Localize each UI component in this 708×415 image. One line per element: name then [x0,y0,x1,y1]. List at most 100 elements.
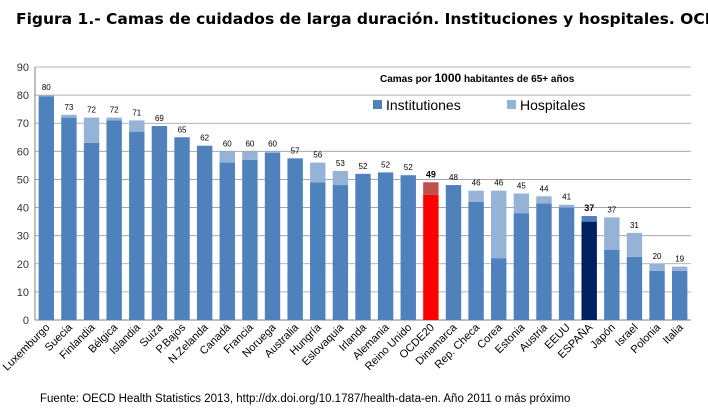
bar-instituciones-islandia [129,131,145,320]
legend-label-instituciones: Institutiones [386,97,461,113]
value-label-n-zelanda: 62 [200,134,209,143]
bar-instituciones-hungr-a [310,182,326,320]
bar-instituciones-rep-checa [468,201,484,320]
value-label-jap-n: 37 [607,205,616,214]
bar-instituciones-canad- [219,162,235,320]
value-label-ocde20: 49 [426,169,436,179]
bar-instituciones-dinamarca [445,185,462,320]
value-label-noruega: 60 [268,139,277,148]
value-label-estonia: 45 [517,182,526,191]
bar-instituciones-luxemburgo [38,96,55,321]
bar-hospitales-corea [491,190,507,259]
y-tick-label: 20 [17,259,29,271]
bar-instituciones-alemania [377,172,394,320]
bar-hospitales-eeuu [558,204,575,208]
bar-hospitales-eslovaquia [332,171,349,186]
subtitle-prefix: Camas por [380,74,434,85]
bar-instituciones-italia [671,270,688,320]
bar-instituciones-irlanda [355,173,371,320]
x-tick-label-jap-n: Japón [588,322,618,352]
value-label-canad-: 60 [223,139,232,148]
bar-instituciones-jap-n [604,249,620,320]
chart-title: Figura 1.- Camas de cuidados de larga du… [16,10,708,28]
bar-instituciones-ocde20 [423,194,439,320]
value-label-luxemburgo: 80 [42,83,51,92]
value-label-islandia: 71 [132,108,141,117]
bar-instituciones-eslovaquia [332,185,349,320]
value-label-dinamarca: 48 [449,173,458,182]
chart-subtitle: Camas por 1000 habitantes de 65+ años [380,71,575,85]
bar-instituciones-polonia [649,270,665,320]
value-label-rep-checa: 46 [472,179,481,188]
bar-hospitales-hungr-a [310,162,326,183]
y-tick-label: 40 [17,203,29,215]
source-note: Fuente: OECD Health Statistics 2013, htt… [40,393,571,405]
bar-instituciones-suiza [151,126,168,321]
value-label-eslovaquia: 53 [336,159,345,168]
subtitle-number: 1000 [434,71,461,85]
bar-instituciones-finlandia [83,142,100,320]
bar-hospitales-luxemburgo [38,95,55,97]
bar-instituciones-estonia [513,213,530,320]
value-label-israel: 31 [630,221,639,230]
legend: Camas por 1000 habitantes de 65+ años In… [373,71,585,113]
value-label-australia: 57 [291,146,300,155]
y-tick-label: 30 [17,231,29,243]
x-tick-label-italia: Italia [661,321,687,347]
bar-hospitales-noruega [264,151,281,153]
bar-hospitales-espa-a [581,215,597,222]
value-label-b-lgica: 72 [110,106,119,115]
y-tick-label: 80 [17,90,29,102]
bar-hospitales-suecia [61,114,77,118]
bar-instituciones-espa-a [581,221,597,320]
bar-hospitales-francia [242,151,258,160]
bar-hospitales-islandia [129,120,145,132]
value-label-alemania: 52 [381,160,390,169]
y-tick-label: 90 [17,62,29,74]
y-tick-label: 0 [23,315,29,327]
bar-hospitales-italia [671,266,688,271]
value-label-italia: 19 [675,255,684,264]
bar-instituciones-reino-unido [400,175,416,320]
value-label-p-bajos: 65 [178,125,187,134]
y-tick-label: 60 [17,146,29,158]
value-label-suecia: 73 [64,103,73,112]
bar-hospitales-jap-n [604,217,620,250]
bar-instituciones-australia [287,158,303,320]
value-label-francia: 60 [245,139,254,148]
value-label-eeuu: 41 [562,193,571,202]
legend-swatch-instituciones [373,100,382,109]
subtitle-suffix: habitantes de 65+ años [461,74,575,85]
value-label-irlanda: 52 [359,162,368,171]
value-label-polonia: 20 [653,252,662,261]
bar-hospitales-israel [626,232,643,257]
bar-instituciones-noruega [264,152,281,320]
value-label-espa-a: 37 [584,203,594,213]
legend-swatch-hospitales [507,100,516,109]
value-label-finlandia: 72 [87,106,96,115]
value-label-suiza: 69 [155,114,164,123]
bar-hospitales-canad- [219,151,235,163]
bar-instituciones-suecia [61,117,77,320]
bar-instituciones-israel [626,256,643,320]
bar-hospitales-ocde20 [423,182,439,195]
bar-instituciones-n-zelanda [196,145,213,320]
bars [38,95,688,321]
value-label-corea: 46 [494,179,503,188]
bar-instituciones-corea [491,258,507,320]
bar-instituciones-austria [536,203,552,320]
y-tick-label: 10 [17,287,29,299]
bar-instituciones-eeuu [558,207,575,320]
bar-hospitales-estonia [513,193,530,214]
bar-hospitales-austria [536,196,552,204]
value-label-reino-unido: 52 [404,163,413,172]
value-labels: 80 73 72 72 71 69 65 62 60 60 60 57 56 53 52 52 52 49 48 46… [42,83,685,263]
y-tick-label: 50 [17,174,29,186]
value-label-austria: 44 [540,184,549,193]
legend-label-hospitales: Hospitales [520,97,585,113]
value-label-hungr-a: 56 [313,151,322,160]
bar-instituciones-b-lgica [106,120,122,321]
x-axis-labels: LuxemburgoSueciaFinlandiaBélgicaIslandia… [1,320,687,373]
bar-instituciones-p-bajos [174,137,190,320]
